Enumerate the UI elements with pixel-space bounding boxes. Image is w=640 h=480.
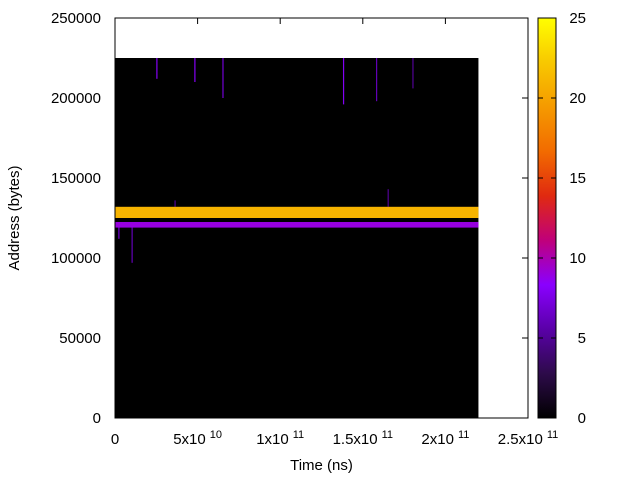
y-tick-label: 50000 xyxy=(59,330,101,347)
x-tick-label: 5x10 10 xyxy=(173,429,222,448)
colorbar-tick-label: 25 xyxy=(569,10,586,27)
heatmap-spike xyxy=(131,222,133,263)
x-axis-title: Time (ns) xyxy=(290,457,353,474)
heatmap-band-warm xyxy=(115,222,479,228)
colorbar-tick-label: 15 xyxy=(569,170,586,187)
y-tick-label: 100000 xyxy=(51,250,101,267)
plot-frame xyxy=(114,17,529,419)
heatmap-spike xyxy=(376,58,378,102)
colorbar-tick-label: 10 xyxy=(569,250,586,267)
colorbar-tick-label: 5 xyxy=(578,330,586,347)
heatmap-band-hot xyxy=(115,206,479,218)
colorbar-tick-label: 0 xyxy=(578,410,586,427)
y-tick-label: 150000 xyxy=(51,170,101,187)
x-tick-label: 2.5x10 11 xyxy=(498,429,558,448)
y-tick-label: 0 xyxy=(93,410,101,427)
x-tick-label: 2x10 11 xyxy=(421,429,469,448)
heatmap-spike xyxy=(387,189,389,207)
colorbar-tick-label: 20 xyxy=(569,90,586,107)
colorbar xyxy=(537,17,557,419)
heatmap-spike xyxy=(156,58,158,79)
x-tick-label: 1.5x10 11 xyxy=(333,429,393,448)
heatmap-spike xyxy=(118,222,120,239)
heatmap-background-region xyxy=(115,58,479,418)
y-tick-label: 200000 xyxy=(51,90,101,107)
x-tick-label: 1x10 11 xyxy=(256,429,304,448)
y-tick-label: 250000 xyxy=(51,10,101,27)
x-tick-label: 0 xyxy=(111,431,119,448)
heatmap-spike xyxy=(412,58,414,89)
heatmap-spike xyxy=(222,58,224,98)
heatmap-spike xyxy=(194,58,196,82)
heatmap-spike xyxy=(342,58,345,105)
heatmap-spike xyxy=(174,200,176,207)
y-axis-title: Address (bytes) xyxy=(6,165,23,270)
